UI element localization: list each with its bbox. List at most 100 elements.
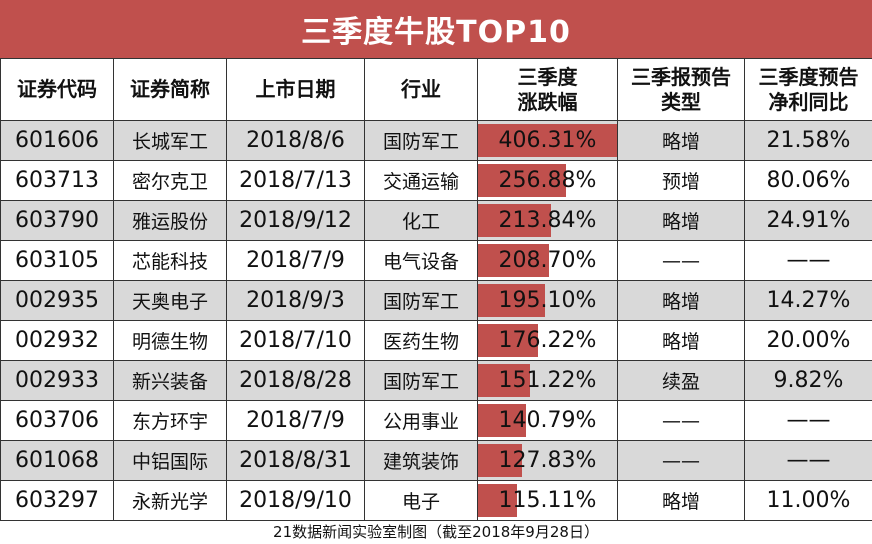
- cell-name: 芯能科技: [113, 240, 227, 281]
- cell-industry: 化工: [364, 200, 478, 241]
- cell-forecast-type: 续盈: [617, 360, 745, 401]
- change-value: 213.84%: [498, 208, 597, 233]
- cell-industry: 交通运输: [364, 160, 478, 201]
- cell-industry: 公用事业: [364, 400, 478, 441]
- change-bar: [478, 404, 527, 437]
- header-listing-date: 上市日期: [226, 58, 365, 121]
- header-name: 证券简称: [113, 58, 227, 121]
- table-row: 002932 明德生物 2018/7/10 医药生物 176.22% 略增 20…: [0, 320, 872, 361]
- cell-name: 长城军工: [113, 120, 227, 161]
- cell-date: 2018/7/10: [226, 320, 365, 361]
- cell-date: 2018/9/10: [226, 480, 365, 521]
- table-row: 603297 永新光学 2018/9/10 电子 115.11% 略增 11.0…: [0, 480, 872, 521]
- cell-name: 东方环宇: [113, 400, 227, 441]
- change-bar: [478, 124, 617, 157]
- table-row: 002933 新兴装备 2018/8/28 国防军工 151.22% 续盈 9.…: [0, 360, 872, 401]
- header-forecast-profit-line2: 净利同比: [768, 89, 849, 114]
- cell-profit-yoy: ——: [744, 440, 872, 481]
- header-row: 证券代码 证券简称 上市日期 行业 三季度 涨跌幅 三季报预告 类型 三季度预告…: [0, 58, 872, 121]
- cell-profit-yoy: 80.06%: [744, 160, 872, 201]
- page-title: 三季度牛股TOP10: [0, 0, 872, 58]
- cell-industry: 国防军工: [364, 120, 478, 161]
- cell-profit-yoy: 21.58%: [744, 120, 872, 161]
- cell-industry: 国防军工: [364, 360, 478, 401]
- cell-forecast-type: 略增: [617, 200, 745, 241]
- cell-industry: 国防军工: [364, 280, 478, 321]
- cell-code: 603297: [0, 480, 114, 521]
- change-bar: [478, 324, 539, 357]
- change-value: 256.88%: [498, 168, 597, 193]
- change-bar: [478, 364, 530, 397]
- cell-date: 2018/8/31: [226, 440, 365, 481]
- cell-name: 雅运股份: [113, 200, 227, 241]
- cell-date: 2018/9/3: [226, 280, 365, 321]
- cell-code: 603713: [0, 160, 114, 201]
- cell-forecast-type: ——: [617, 240, 745, 281]
- cell-change: 176.22%: [477, 320, 618, 361]
- cell-date: 2018/7/13: [226, 160, 365, 201]
- cell-forecast-type: 预增: [617, 160, 745, 201]
- cell-change: 208.70%: [477, 240, 618, 281]
- cell-forecast-type: 略增: [617, 120, 745, 161]
- table-row: 601606 长城军工 2018/8/6 国防军工 406.31% 略增 21.…: [0, 120, 872, 161]
- header-change-line1: 三季度: [517, 64, 578, 89]
- cell-code: 603105: [0, 240, 114, 281]
- change-value: 406.31%: [498, 128, 597, 153]
- table-row: 601068 中铝国际 2018/8/31 建筑装饰 127.83% —— ——: [0, 440, 872, 481]
- cell-code: 601068: [0, 440, 114, 481]
- change-value: 115.11%: [498, 488, 597, 513]
- table-row: 603706 东方环宇 2018/7/9 公用事业 140.79% —— ——: [0, 400, 872, 441]
- table-row: 603105 芯能科技 2018/7/9 电气设备 208.70% —— ——: [0, 240, 872, 281]
- cell-code: 002933: [0, 360, 114, 401]
- cell-date: 2018/7/9: [226, 240, 365, 281]
- cell-profit-yoy: 9.82%: [744, 360, 872, 401]
- cell-profit-yoy: ——: [744, 240, 872, 281]
- cell-name: 密尔克卫: [113, 160, 227, 201]
- cell-code: 601606: [0, 120, 114, 161]
- stock-table: 证券代码 证券简称 上市日期 行业 三季度 涨跌幅 三季报预告 类型 三季度预告…: [0, 58, 872, 521]
- source-note: 21数据新闻实验室制图（截至2018年9月28日）: [273, 523, 599, 541]
- cell-change: 195.10%: [477, 280, 618, 321]
- change-value: 176.22%: [498, 328, 597, 353]
- cell-change: 127.83%: [477, 440, 618, 481]
- cell-date: 2018/7/9: [226, 400, 365, 441]
- change-bar: [478, 484, 518, 517]
- header-change-line2: 涨跌幅: [517, 89, 578, 114]
- table-row: 002935 天奥电子 2018/9/3 国防军工 195.10% 略增 14.…: [0, 280, 872, 321]
- cell-industry: 建筑装饰: [364, 440, 478, 481]
- cell-code: 002935: [0, 280, 114, 321]
- change-value: 140.79%: [498, 408, 597, 433]
- cell-industry: 医药生物: [364, 320, 478, 361]
- cell-forecast-type: 略增: [617, 280, 745, 321]
- cell-date: 2018/8/6: [226, 120, 365, 161]
- header-code: 证券代码: [0, 58, 114, 121]
- cell-profit-yoy: 24.91%: [744, 200, 872, 241]
- cell-profit-yoy: 20.00%: [744, 320, 872, 361]
- cell-forecast-type: 略增: [617, 480, 745, 521]
- cell-profit-yoy: 11.00%: [744, 480, 872, 521]
- change-value: 151.22%: [498, 368, 597, 393]
- cell-date: 2018/8/28: [226, 360, 365, 401]
- header-forecast-type-line1: 三季报预告: [631, 64, 731, 89]
- cell-forecast-type: ——: [617, 440, 745, 481]
- table-row: 603790 雅运股份 2018/9/12 化工 213.84% 略增 24.9…: [0, 200, 872, 241]
- cell-change: 406.31%: [477, 120, 618, 161]
- table-row: 603713 密尔克卫 2018/7/13 交通运输 256.88% 预增 80…: [0, 160, 872, 201]
- cell-date: 2018/9/12: [226, 200, 365, 241]
- header-change: 三季度 涨跌幅: [477, 58, 618, 121]
- change-value: 208.70%: [498, 248, 597, 273]
- change-bar: [478, 284, 545, 317]
- header-forecast-type-line2: 类型: [661, 89, 701, 114]
- cell-industry: 电气设备: [364, 240, 478, 281]
- cell-change: 115.11%: [477, 480, 618, 521]
- cell-change: 140.79%: [477, 400, 618, 441]
- change-bar: [478, 164, 566, 197]
- cell-forecast-type: ——: [617, 400, 745, 441]
- cell-name: 新兴装备: [113, 360, 227, 401]
- header-industry: 行业: [364, 58, 478, 121]
- cell-profit-yoy: ——: [744, 400, 872, 441]
- header-forecast-type: 三季报预告 类型: [617, 58, 745, 121]
- cell-change: 213.84%: [477, 200, 618, 241]
- header-forecast-profit-line1: 三季度预告: [758, 64, 859, 89]
